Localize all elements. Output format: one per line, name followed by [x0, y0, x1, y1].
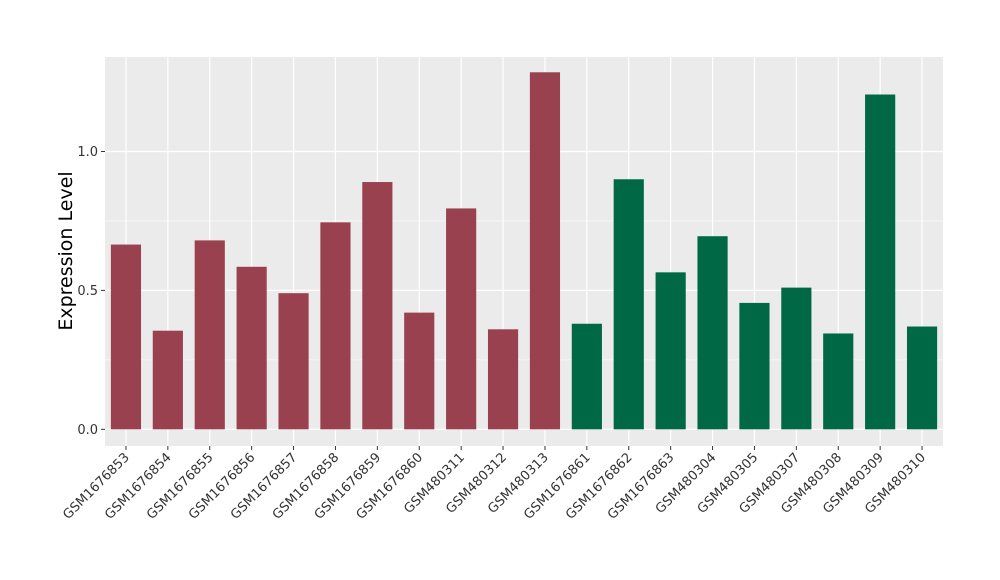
bar — [739, 302, 770, 430]
bar — [823, 333, 854, 430]
bar — [404, 312, 435, 430]
bar — [278, 293, 309, 430]
y-tick-label: 0.5 — [77, 284, 98, 299]
bars — [110, 72, 938, 430]
bar — [194, 240, 225, 430]
bar — [655, 272, 686, 430]
bar — [487, 329, 519, 430]
x-axis: GSM1676853GSM1676854GSM1676855GSM1676856… — [60, 446, 929, 523]
bar — [152, 330, 183, 430]
y-tick-label: 0.0 — [77, 423, 98, 438]
bar — [110, 244, 142, 430]
y-tick-label: 1.0 — [77, 145, 98, 160]
bar — [865, 94, 896, 430]
bar — [529, 72, 561, 430]
bar — [906, 326, 938, 430]
bar — [571, 323, 602, 430]
bar — [613, 179, 644, 430]
plot-panel — [105, 57, 943, 446]
bar — [697, 236, 728, 430]
bar — [362, 182, 393, 430]
y-axis-title: Expression Level — [55, 171, 77, 330]
bar — [446, 208, 477, 430]
bar — [236, 266, 267, 430]
bar — [320, 222, 351, 430]
bar — [781, 287, 812, 430]
y-axis: 0.0 0.5 1.0 — [77, 145, 105, 438]
